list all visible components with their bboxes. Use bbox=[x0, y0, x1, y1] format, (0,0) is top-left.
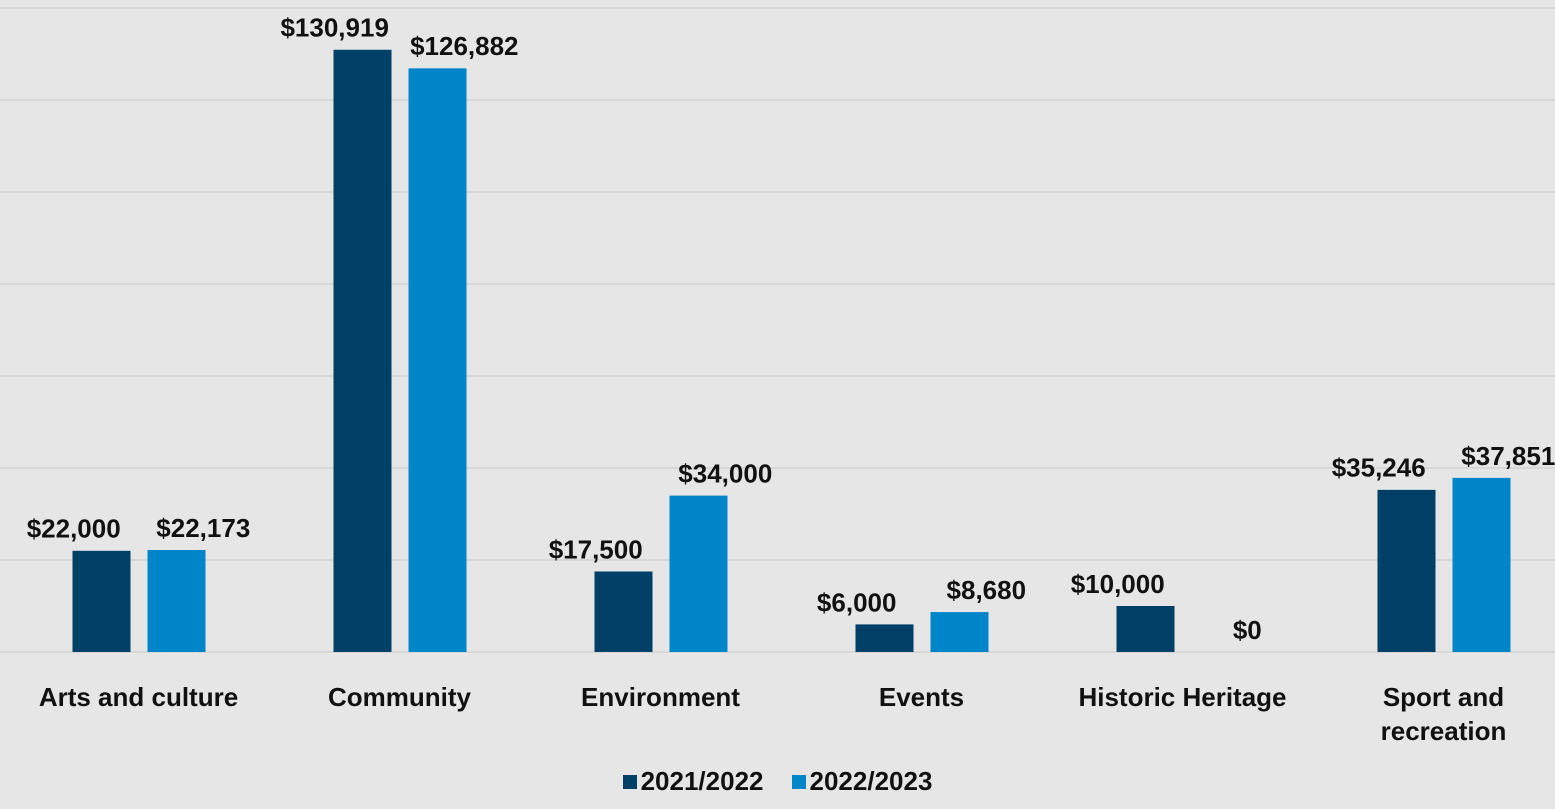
x-tick-label: Arts and culture bbox=[38, 682, 239, 712]
value-label: $6,000 bbox=[817, 587, 897, 617]
value-label: $35,246 bbox=[1332, 453, 1426, 483]
bar bbox=[930, 612, 989, 652]
x-tick-label: Environment bbox=[581, 682, 740, 712]
bar bbox=[1116, 606, 1175, 652]
bar bbox=[855, 624, 914, 652]
x-tick-label: Community bbox=[328, 682, 471, 712]
value-label: $22,000 bbox=[27, 514, 121, 544]
legend-item: 2022/2023 bbox=[791, 766, 933, 797]
value-label: $37,851 bbox=[1461, 441, 1555, 471]
value-label: $34,000 bbox=[678, 458, 772, 488]
x-tick-label: Historic Heritage bbox=[1078, 682, 1287, 712]
legend-label: 2021/2022 bbox=[640, 766, 764, 796]
bar bbox=[147, 550, 206, 652]
x-tick-label: Sport and recreation bbox=[1380, 682, 1507, 746]
bar bbox=[333, 49, 392, 653]
legend: 2021/2022 2022/2023 bbox=[0, 766, 1555, 797]
value-label: $10,000 bbox=[1071, 569, 1165, 599]
value-label: $130,919 bbox=[280, 13, 388, 43]
bar bbox=[1377, 489, 1436, 652]
legend-label: 2022/2023 bbox=[809, 766, 933, 796]
value-label: $0 bbox=[1233, 615, 1262, 645]
bar bbox=[1452, 477, 1511, 652]
value-label: $17,500 bbox=[549, 534, 643, 564]
value-label: $8,680 bbox=[947, 575, 1027, 605]
bar bbox=[669, 495, 728, 652]
bar bbox=[594, 571, 653, 652]
value-label: $126,882 bbox=[410, 31, 518, 61]
legend-item: 2021/2022 bbox=[622, 766, 764, 797]
value-label: $22,173 bbox=[156, 513, 250, 543]
bar bbox=[72, 550, 131, 652]
legend-swatch bbox=[791, 774, 806, 789]
legend-swatch bbox=[622, 774, 637, 789]
x-tick-label: Events bbox=[878, 682, 965, 712]
bar bbox=[408, 68, 467, 653]
